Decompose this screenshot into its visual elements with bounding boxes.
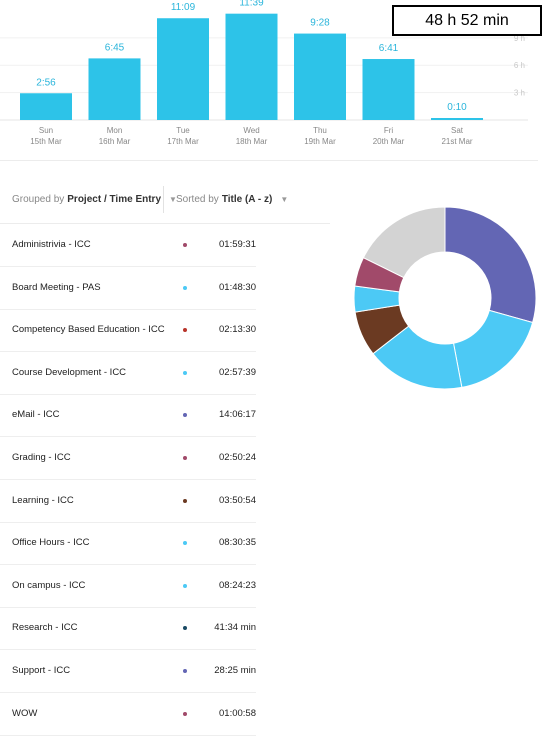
color-dot-icon — [183, 328, 187, 333]
y-tick-label: 6 h — [514, 61, 525, 70]
daily-bar-chart: 3 h 6 h 9 h 2:56 Sun 15th Mar 6:45 Mon 16th Mar 1… — [0, 0, 528, 146]
bar-sat[interactable] — [431, 118, 483, 120]
bar-value-label: 2:56 — [36, 77, 56, 88]
entry-row[interactable]: Course Development - ICC 02:57:39 — [0, 352, 256, 395]
color-dot-icon — [183, 711, 187, 716]
entry-duration: 08:30:35 — [219, 537, 256, 549]
bar-value-label: 0:10 — [447, 102, 467, 113]
entry-duration: 28:25 min — [214, 665, 256, 676]
x-tick-day: Sat — [451, 126, 464, 135]
entry-title: Board Meeting - PAS — [12, 281, 101, 293]
entry-duration: 03:50:54 — [219, 494, 256, 506]
entry-title: Office Hours - ICC — [12, 537, 90, 549]
color-dot-icon — [183, 541, 187, 546]
x-tick-date: 18th Mar — [236, 137, 268, 146]
bar-mon[interactable] — [88, 58, 141, 120]
y-tick-label: 9 h — [514, 34, 525, 43]
donut-slice[interactable] — [444, 206, 537, 324]
donut-slice[interactable] — [362, 206, 446, 279]
color-dot-icon — [183, 626, 187, 631]
x-tick-day: Thu — [313, 126, 327, 135]
entry-duration: 14:06:17 — [219, 409, 256, 421]
toolbar-divider — [163, 186, 164, 213]
color-dot-icon — [183, 669, 187, 673]
x-tick-date: 17th Mar — [167, 137, 199, 146]
sort-by-dropdown[interactable]: Sorted by Title (A - z) ▼ — [176, 194, 288, 205]
bar-tue[interactable] — [157, 18, 209, 120]
entry-duration: 01:48:30 — [219, 281, 256, 293]
total-time-box: 48 h 52 min — [392, 5, 542, 36]
bar-thu[interactable] — [294, 33, 346, 120]
total-time-value: 48 h 52 min — [425, 11, 509, 29]
entry-title: Course Development - ICC — [12, 366, 127, 378]
entry-row[interactable]: Research - ICC 41:34 min — [0, 607, 256, 651]
entry-title: Administrivia - ICC — [12, 239, 91, 250]
x-tick-day: Sun — [39, 126, 53, 135]
sort-by-value: Title (A - z) — [221, 194, 273, 205]
sort-by-prefix: Sorted by — [176, 194, 219, 205]
color-dot-icon — [183, 498, 187, 503]
x-tick-day: Wed — [243, 126, 259, 135]
entry-row[interactable]: Competency Based Education - ICC 02:13:30 — [0, 309, 256, 353]
chevron-down-icon: ▼ — [280, 195, 289, 204]
entry-title: Learning - ICC — [12, 494, 74, 506]
entry-title: eMail - ICC — [12, 409, 60, 421]
color-dot-icon — [183, 456, 187, 460]
entry-row[interactable]: Support - ICC 28:25 min — [0, 650, 256, 693]
bar-sun[interactable] — [20, 93, 72, 120]
entry-row[interactable]: Office Hours - ICC 08:30:35 — [0, 522, 256, 566]
bar-value-label: 11:39 — [239, 0, 264, 9]
bar-value-label: 11:09 — [171, 2, 196, 13]
color-dot-icon — [183, 370, 187, 375]
color-dot-icon — [183, 243, 187, 247]
color-dot-icon — [183, 583, 187, 588]
entry-row[interactable]: Board Meeting - PAS 01:48:30 — [0, 267, 256, 310]
entry-duration: 41:34 min — [214, 622, 256, 634]
y-tick-label: 3 h — [514, 89, 525, 98]
entry-title: WOW — [12, 707, 38, 719]
entry-row[interactable]: Administrivia - ICC 01:59:31 — [0, 224, 256, 267]
x-tick-day: Tue — [176, 126, 190, 135]
entry-title: Research - ICC — [12, 622, 78, 634]
toolbar-divider-line — [0, 223, 330, 224]
group-by-prefix: Grouped by — [12, 194, 65, 205]
entry-row[interactable]: Learning - ICC 03:50:54 — [0, 480, 256, 523]
entry-title: Grading - ICC — [12, 452, 71, 463]
donut-slice[interactable] — [452, 309, 534, 389]
entry-duration: 02:57:39 — [219, 366, 256, 378]
bar-wed[interactable] — [225, 13, 278, 120]
color-dot-icon — [183, 285, 187, 290]
group-by-value: Project / Time Entry — [67, 194, 162, 205]
bar-value-label: 6:41 — [379, 43, 399, 54]
x-tick-date: 16th Mar — [99, 137, 131, 146]
entry-row[interactable]: WOW 01:00:58 — [0, 693, 256, 736]
entry-row[interactable]: Grading - ICC 02:50:24 — [0, 437, 256, 480]
x-tick-date: 19th Mar — [304, 137, 336, 146]
x-tick-day: Fri — [384, 126, 394, 135]
group-by-dropdown[interactable]: Grouped by Project / Time Entry ▼ — [12, 194, 177, 205]
entry-duration: 08:24:23 — [219, 579, 256, 591]
entry-duration: 02:13:30 — [219, 324, 256, 336]
chevron-down-icon: ▼ — [169, 195, 177, 204]
color-dot-icon — [183, 413, 187, 418]
entry-row[interactable]: eMail - ICC 14:06:17 — [0, 394, 256, 438]
donut-chart — [353, 206, 537, 390]
entry-duration: 01:59:31 — [219, 239, 256, 250]
entry-duration: 02:50:24 — [219, 452, 256, 463]
bar-value-label: 9:28 — [310, 18, 330, 29]
x-tick-date: 21st Mar — [441, 137, 472, 146]
entry-title: Support - ICC — [12, 665, 71, 676]
chart-divider — [0, 160, 538, 161]
entry-duration: 01:00:58 — [219, 707, 256, 719]
bar-value-label: 6:45 — [105, 42, 125, 53]
x-tick-day: Mon — [107, 126, 123, 135]
entry-title: Competency Based Education - ICC — [12, 324, 165, 336]
entry-title: On campus - ICC — [12, 579, 86, 591]
entry-row[interactable]: On campus - ICC 08:24:23 — [0, 565, 256, 608]
bar-fri[interactable] — [362, 59, 415, 120]
x-tick-date: 15th Mar — [30, 137, 62, 146]
x-tick-date: 20th Mar — [373, 137, 405, 146]
